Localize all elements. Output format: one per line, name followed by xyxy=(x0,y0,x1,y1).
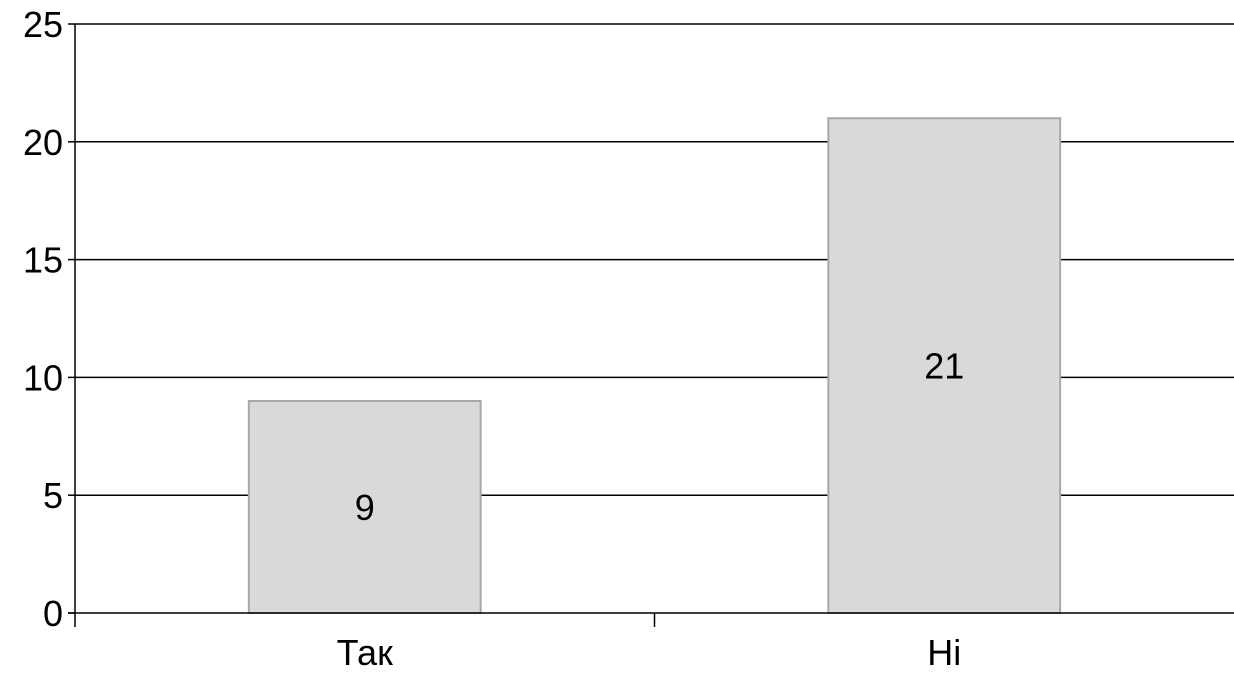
bar-1 xyxy=(247,399,482,614)
x-axis-category-labels: Так Ні xyxy=(337,632,962,673)
data-label: 21 xyxy=(924,346,964,387)
y-tick-label: 10 xyxy=(23,357,63,398)
y-axis-tick-labels: 0 5 10 15 20 25 xyxy=(23,4,63,634)
x-category-label: Ні xyxy=(927,632,961,673)
bars: 9 21 xyxy=(247,117,1062,615)
y-tick-label: 25 xyxy=(23,4,63,45)
bar-2 xyxy=(827,117,1062,615)
y-tick-label: 0 xyxy=(43,593,63,634)
axes xyxy=(68,23,1234,627)
y-tick-label: 20 xyxy=(23,122,63,163)
data-label: 9 xyxy=(355,487,375,528)
x-category-label: Так xyxy=(337,632,393,673)
y-tick-label: 15 xyxy=(23,240,63,281)
y-tick-label: 5 xyxy=(43,475,63,516)
